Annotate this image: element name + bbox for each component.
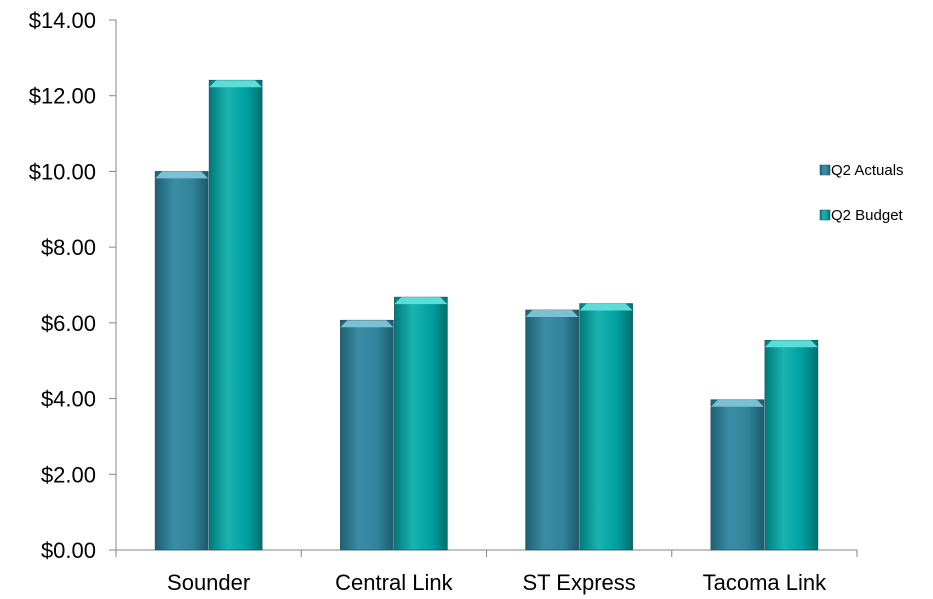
legend-swatch [819, 164, 831, 176]
y-axis: $0.00 $2.00 $4.00 $6.00 $8.00 $10.00 $12.00 $14… [29, 8, 117, 563]
bar [579, 303, 633, 551]
legend-label: Q2 Budget [831, 207, 904, 224]
x-category-label: Sounder [167, 570, 250, 595]
bar [525, 309, 579, 551]
bar-top-cap [579, 303, 633, 311]
bar-body [154, 171, 209, 551]
bars-group [154, 79, 819, 551]
bar-body [710, 399, 765, 551]
bar [154, 171, 209, 551]
bar [764, 339, 819, 551]
bar-body [208, 79, 263, 551]
bar-top-cap [209, 80, 263, 88]
x-category-label: ST Express [522, 570, 635, 595]
legend-swatch [819, 209, 831, 221]
bar-top-cap [155, 171, 209, 179]
x-category-label: Tacoma Link [703, 570, 828, 595]
y-tick-label: $8.00 [41, 235, 96, 260]
bar-top-cap [525, 309, 579, 317]
bar-body [340, 319, 394, 551]
x-axis: Sounder Central Link ST Express Tacoma Link [115, 549, 858, 595]
y-tick-label: $4.00 [41, 387, 96, 412]
y-tick-label: $12.00 [29, 84, 96, 109]
legend-item: Q2 Actuals [819, 162, 904, 179]
y-tick-label: $2.00 [41, 462, 96, 487]
bar-top-cap [710, 399, 764, 407]
bar-top-cap [340, 320, 394, 328]
legend: Q2 Actuals Q2 Budget [819, 162, 904, 224]
bar [394, 296, 448, 551]
bar-body [764, 339, 819, 551]
y-tick-label: $10.00 [29, 159, 96, 184]
bar [710, 399, 765, 551]
bar [340, 319, 394, 551]
bar-top-cap [764, 340, 818, 348]
x-category-label: Central Link [335, 570, 453, 595]
y-tick-label: $14.00 [29, 8, 96, 33]
bar-top-cap [394, 297, 448, 305]
bar-body [525, 309, 579, 551]
bar-body [579, 303, 633, 551]
legend-label: Q2 Actuals [831, 162, 904, 179]
legend-item: Q2 Budget [819, 207, 904, 224]
bar-body [394, 296, 448, 551]
bar [208, 79, 263, 551]
y-tick-label: $0.00 [41, 538, 96, 563]
y-tick-label: $6.00 [41, 311, 96, 336]
